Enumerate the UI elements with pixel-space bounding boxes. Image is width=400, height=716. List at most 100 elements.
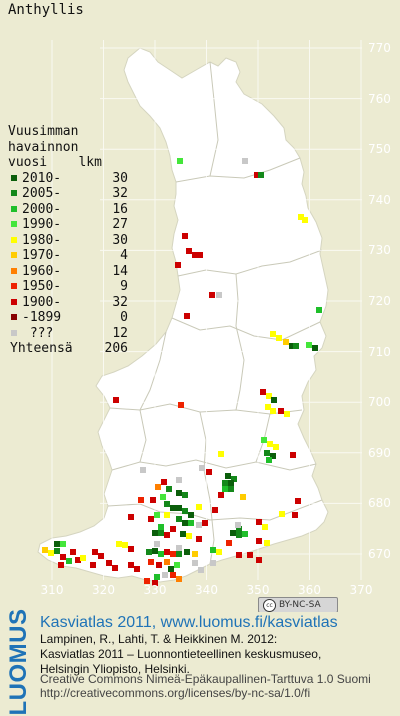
x-tick-label: 310: [40, 583, 64, 597]
legend-label: ???: [22, 325, 54, 341]
occurrence-marker: [146, 549, 152, 555]
legend-swatch: [11, 283, 17, 289]
occurrence-marker: [112, 565, 118, 571]
occurrence-marker: [152, 530, 158, 536]
coordinate-grid: [51, 40, 362, 580]
occurrence-marker: [98, 553, 104, 559]
occurrence-marker: [196, 504, 202, 510]
occurrence-marker: [176, 490, 182, 496]
y-tick-label: 700: [368, 395, 391, 410]
occurrence-marker: [216, 549, 222, 555]
x-tick-label: 350: [246, 583, 270, 597]
occurrence-marker: [206, 469, 212, 475]
occurrence-marker: [262, 524, 268, 530]
occurrence-marker: [152, 580, 158, 586]
legend-entry: 1990- 27: [8, 217, 136, 233]
occurrence-marker: [156, 562, 162, 568]
occurrence-marker: [176, 576, 182, 582]
y-tick-label: 710: [368, 344, 391, 359]
occurrence-marker: [289, 343, 295, 349]
occurrence-marker: [278, 408, 284, 414]
legend-label: 2000-: [22, 201, 62, 217]
occurrence-marker: [58, 562, 64, 568]
y-tick-label: 720: [368, 294, 391, 308]
occurrence-marker: [218, 451, 224, 457]
footer: [0, 612, 400, 702]
occurrence-marker: [176, 545, 182, 551]
legend-swatch: [11, 236, 17, 243]
legend-count: 30: [112, 170, 128, 186]
occurrence-marker: [160, 494, 166, 500]
occurrence-marker: [175, 262, 181, 268]
occurrence-marker: [236, 526, 242, 532]
occurrence-marker: [258, 172, 264, 178]
occurrence-marker: [192, 551, 198, 557]
occurrence-marker: [182, 508, 188, 514]
occurrence-marker: [276, 335, 282, 341]
legend-swatch: [11, 267, 17, 274]
occurrence-marker: [312, 345, 318, 351]
occurrence-marker: [177, 158, 183, 164]
occurrence-marker: [168, 566, 174, 572]
legend-label: 1960-: [22, 263, 62, 279]
license-badge: cc BY-NC-SA: [258, 597, 338, 613]
occurrence-marker: [80, 555, 86, 561]
occurrence-marker: [188, 512, 194, 518]
luomus-logo: LUOMUS: [4, 609, 34, 716]
occurrence-marker: [228, 486, 234, 492]
occurrence-marker: [164, 501, 170, 507]
occurrence-marker: [90, 562, 96, 568]
occurrence-marker: [222, 480, 228, 486]
legend-label: 2010-: [22, 170, 62, 186]
occurrence-marker: [225, 473, 231, 479]
occurrence-marker: [176, 477, 182, 483]
legend-label: -1899: [22, 310, 62, 325]
occurrence-marker: [197, 252, 203, 258]
occurrence-marker: [302, 217, 308, 223]
occurrence-marker: [218, 492, 224, 498]
occurrence-marker: [271, 397, 277, 403]
occurrence-marker: [261, 437, 267, 443]
occurrence-marker: [158, 524, 164, 530]
occurrence-marker: [152, 548, 158, 554]
occurrence-marker: [293, 343, 299, 349]
occurrence-marker: [138, 497, 144, 503]
occurrence-marker: [270, 453, 276, 459]
occurrence-marker: [134, 566, 140, 572]
occurrence-marker: [128, 562, 134, 568]
legend-rows: 2010- 30 2005- 32 2000- 16 1990- 27 1980- 30 1970-…: [8, 171, 136, 342]
occurrence-marker: [155, 484, 161, 490]
x-tick-label: 340: [195, 583, 218, 597]
legend-count: 16: [112, 201, 128, 217]
occurrence-marker: [212, 507, 218, 513]
occurrence-marker: [176, 505, 182, 511]
occurrence-marker: [164, 532, 170, 538]
atlas-link[interactable]: Kasviatlas 2011, www.luomus.fi/kasviatla…: [40, 614, 338, 631]
occurrence-marker: [60, 554, 66, 560]
legend-swatch: [11, 329, 17, 336]
occurrence-marker: [236, 532, 242, 538]
occurrence-marker: [298, 214, 304, 220]
y-tick-label: 760: [368, 91, 391, 106]
occurrence-marker: [54, 541, 60, 547]
occurrence-marker: [222, 486, 228, 492]
occurrence-marker: [122, 542, 128, 548]
legend-swatch: [11, 252, 17, 258]
legend-label: 1900-: [22, 294, 62, 310]
occurrence-marker: [306, 342, 312, 348]
y-tick-label: 750: [368, 142, 391, 157]
occurrence-marker: [226, 540, 232, 546]
occurrence-marker: [192, 252, 198, 258]
occurrence-marker: [176, 551, 182, 557]
legend-count: 4: [120, 248, 128, 263]
occurrence-marker: [116, 541, 122, 547]
occurrence-marker: [316, 307, 322, 313]
legend-count: 32: [112, 294, 128, 310]
finland-map: [37, 40, 362, 586]
legend-count: 14: [112, 263, 128, 279]
occurrence-marker: [284, 411, 290, 417]
citation-line-2: Kasviatlas 2011 – Luonnontieteellinen ke…: [40, 647, 322, 661]
occurrence-marker: [292, 512, 298, 518]
occurrence-marker: [42, 547, 48, 553]
occurrence-marker: [295, 498, 301, 504]
